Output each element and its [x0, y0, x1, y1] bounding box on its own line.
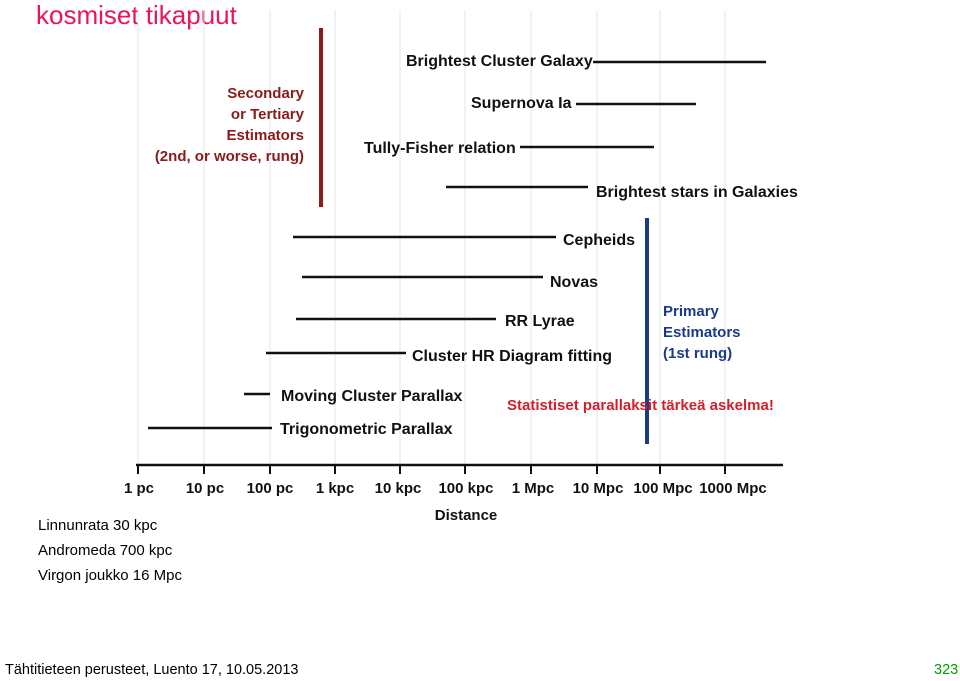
- secondary-label-line-1: Secondary: [227, 85, 304, 102]
- statistical-parallax-note: Statistiset parallaksit tärkeä askelma!: [507, 397, 774, 414]
- method-label-tully-fisher: Tully-Fisher relation: [364, 140, 516, 157]
- primary-label-line-2: Estimators: [663, 324, 741, 341]
- tick-label: 100 kpc: [438, 480, 493, 497]
- axis-tick-labels: 1 pc 10 pc 100 pc 1 kpc 10 kpc 100 kpc 1…: [124, 480, 767, 497]
- method-label-cepheids: Cepheids: [563, 232, 635, 249]
- method-label-supernova-ia: Supernova Ia: [471, 95, 572, 112]
- tick-label: 10 pc: [186, 480, 224, 497]
- method-ranges: [148, 60, 766, 430]
- distance-axis: 1 pc 10 pc 100 pc 1 kpc 10 kpc 100 kpc 1…: [124, 463, 783, 524]
- secondary-label-line-2: or Tertiary: [231, 106, 305, 123]
- method-label-cluster-hr: Cluster HR Diagram fitting: [412, 348, 612, 365]
- note-line: Linnunrata 30 kpc: [38, 517, 158, 534]
- note-line: Virgon joukko 16 Mpc: [38, 567, 182, 584]
- tick-label: 1 Mpc: [512, 480, 555, 497]
- tick-label: 1 kpc: [316, 480, 354, 497]
- tick-label: 1 pc: [124, 480, 154, 497]
- method-label-trigonometric: Trigonometric Parallax: [280, 421, 453, 438]
- slide-title: kosmiset tikapuut: [36, 0, 237, 30]
- primary-label-line-3: (1st rung): [663, 345, 732, 362]
- secondary-label-line-3: Estimators: [226, 127, 304, 144]
- method-label-brightest-stars: Brightest stars in Galaxies: [596, 184, 798, 201]
- tick-label: 1000 Mpc: [699, 480, 767, 497]
- method-label-rr-lyrae: RR Lyrae: [505, 313, 575, 330]
- tick-label: 100 pc: [247, 480, 294, 497]
- tick-label: 100 Mpc: [633, 480, 692, 497]
- note-line: Andromeda 700 kpc: [38, 542, 173, 559]
- tick-label: 10 kpc: [375, 480, 422, 497]
- distance-notes: Linnunrata 30 kpc Andromeda 700 kpc Virg…: [38, 513, 182, 588]
- secondary-label: Secondary or Tertiary Estimators (2nd, o…: [155, 85, 305, 165]
- secondary-label-line-4: (2nd, or worse, rung): [155, 148, 304, 165]
- tick-label: 10 Mpc: [573, 480, 624, 497]
- primary-label: Primary Estimators (1st rung): [663, 303, 741, 362]
- method-label-novas: Novas: [550, 274, 598, 291]
- page-number: 323: [934, 662, 959, 678]
- axis-ticks: [137, 465, 726, 474]
- method-label-moving-cluster: Moving Cluster Parallax: [281, 388, 462, 405]
- primary-label-line-1: Primary: [663, 303, 720, 320]
- slide-footer: Tähtitieteen perusteet, Luento 17, 10.05…: [5, 662, 299, 678]
- method-label-brightest-cluster-galaxy: Brightest Cluster Galaxy: [406, 53, 593, 70]
- axis-title: Distance: [435, 507, 498, 524]
- method-labels: Brightest Cluster Galaxy Supernova Ia Tu…: [280, 53, 798, 438]
